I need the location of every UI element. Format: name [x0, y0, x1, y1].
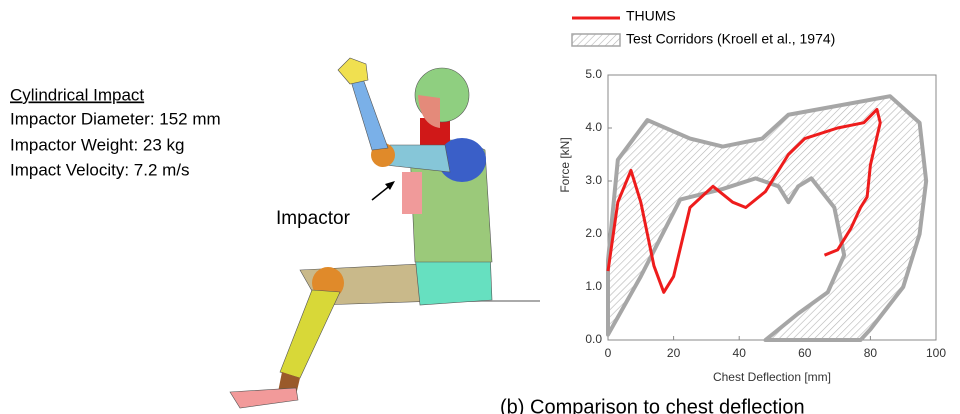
x-tick-label: 100 [926, 346, 946, 360]
legend-label: THUMS [626, 8, 676, 24]
y-tick-label: 4.0 [585, 120, 602, 134]
x-tick-label: 60 [798, 346, 812, 360]
y-axis-label: Force [kN] [558, 137, 572, 192]
chart: 0.0 1.0 2.0 3.0 4.0 5.0 0 20 40 60 80 100 [585, 67, 946, 360]
legend-label: Test Corridors (Kroell et al., 1974) [626, 31, 835, 47]
x-tick-label: 40 [733, 346, 747, 360]
x-tick-label: 0 [605, 346, 612, 360]
spec-line: Impactor Weight: 23 kg [10, 135, 185, 154]
heading: Cylindrical Impact [10, 85, 144, 104]
series-line [606, 107, 882, 294]
y-tick-label: 0.0 [585, 332, 602, 346]
x-axis-label: Chest Deflection [mm] [713, 370, 831, 384]
spec-line: Impact Velocity: 7.2 m/s [10, 160, 190, 179]
legend-swatch [571, 33, 621, 47]
y-tick-label: 3.0 [585, 173, 602, 187]
human-model [229, 57, 540, 409]
impactor-label: Impactor [276, 208, 351, 229]
y-tick-label: 1.0 [585, 279, 602, 293]
y-tick-label: 2.0 [585, 226, 602, 240]
y-tick-label: 5.0 [585, 67, 602, 81]
x-tick-label: 80 [864, 346, 878, 360]
spec-line: Impactor Diameter: 152 mm [10, 109, 221, 128]
x-tick-label: 20 [667, 346, 681, 360]
caption: (b) Comparison to chest deflection [500, 396, 805, 414]
